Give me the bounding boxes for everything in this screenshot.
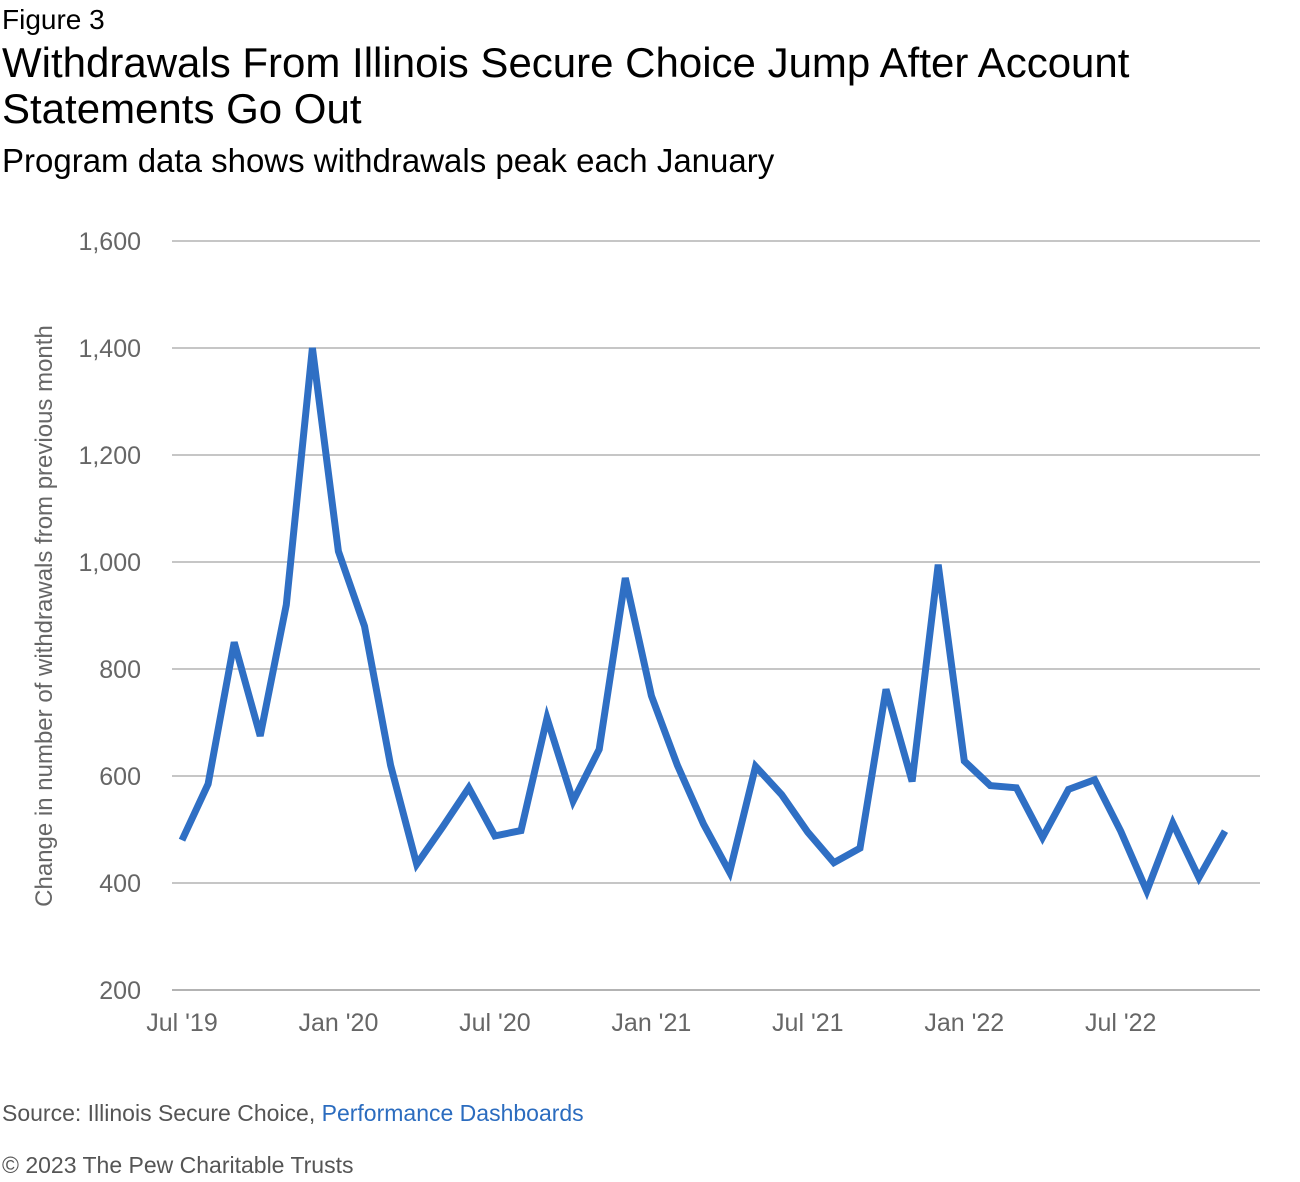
chart-title: Withdrawals From Illinois Secure Choice … — [2, 39, 1130, 132]
x-tick-label: Jan '22 — [924, 1009, 1004, 1037]
x-tick-label: Jul '19 — [146, 1009, 217, 1037]
y-tick-label: 600 — [99, 763, 141, 791]
source-link[interactable]: Performance Dashboards — [321, 1100, 584, 1126]
series-line-withdrawals — [178, 347, 1229, 901]
source-prefix: Source: Illinois Secure Choice, — [2, 1100, 322, 1126]
x-tick-label: Jul '22 — [1085, 1009, 1156, 1037]
x-tick-label: Jan '20 — [299, 1009, 379, 1037]
x-tick-label: Jul '21 — [772, 1009, 843, 1037]
y-tick-label: 1,000 — [78, 549, 141, 577]
y-tick-label: 400 — [99, 870, 141, 898]
line-chart: 200 400 600 800 1,000 1,200 1,400 1,600 Jul '19… — [31, 228, 1260, 1037]
y-tick-labels: 200 400 600 800 1,000 1,200 1,400 1,600 — [78, 228, 141, 1005]
x-tick-labels: Jul '19 Jan '20 Jul '20 Jan '21 Jul '21 Jan '… — [146, 1009, 1156, 1037]
source-note: Source: Illinois Secure Choice, Performa… — [2, 1100, 584, 1127]
y-tick-label: 800 — [99, 656, 141, 684]
y-tick-label: 200 — [99, 977, 141, 1005]
y-tick-label: 1,400 — [78, 335, 141, 363]
figure-label: Figure 3 — [2, 4, 105, 35]
series-lines — [178, 347, 1229, 901]
copyright: © 2023 The Pew Charitable Trusts — [2, 1152, 354, 1178]
x-tick-label: Jan '21 — [611, 1009, 691, 1037]
y-tick-label: 1,200 — [78, 442, 141, 470]
y-tick-label: 1,600 — [78, 228, 141, 256]
gridlines — [172, 240, 1260, 991]
x-tick-label: Jul '20 — [459, 1009, 530, 1037]
y-axis-label: Change in number of withdrawals from pre… — [31, 325, 58, 907]
chart-subtitle: Program data shows withdrawals peak each… — [2, 142, 775, 179]
